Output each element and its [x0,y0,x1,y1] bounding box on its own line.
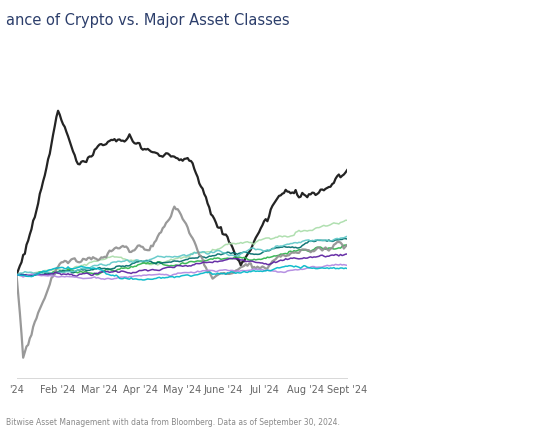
Text: ance of Crypto vs. Major Asset Classes: ance of Crypto vs. Major Asset Classes [6,13,289,28]
Text: Emerging Market
Equities: 17.24%: Emerging Market Equities: 17.24% [391,140,465,159]
Text: Developed Market
Equities: 13.50%: Developed Market Equities: 13.50% [391,248,470,267]
Text: Bitwise Crypto Inno
30 Index: 14.60%: Bitwise Crypto Inno 30 Index: 14.60% [391,212,487,231]
Text: Bitwise 10 Large Ca
Crypto Index: 35.07%: Bitwise 10 Large Ca Crypto Index: 35.07% [391,32,496,51]
Text: Bitwise Asset Management with data from Bloomberg. Data as of September 30, 2024: Bitwise Asset Management with data from … [6,417,339,426]
Text: U.S. REITs: 15.84%: U.S. REITs: 15.84% [391,181,472,190]
Text: U.S. Bonds: 4.45%: U.S. Bonds: 4.45% [391,289,471,298]
Text: Gold: 27.71%: Gold: 27.71% [391,73,450,82]
Text: Commodities: 1.63%: Commodities: 1.63% [391,326,481,334]
Text: U.S. Equities: 22.08%: U.S. Equities: 22.08% [391,109,484,118]
